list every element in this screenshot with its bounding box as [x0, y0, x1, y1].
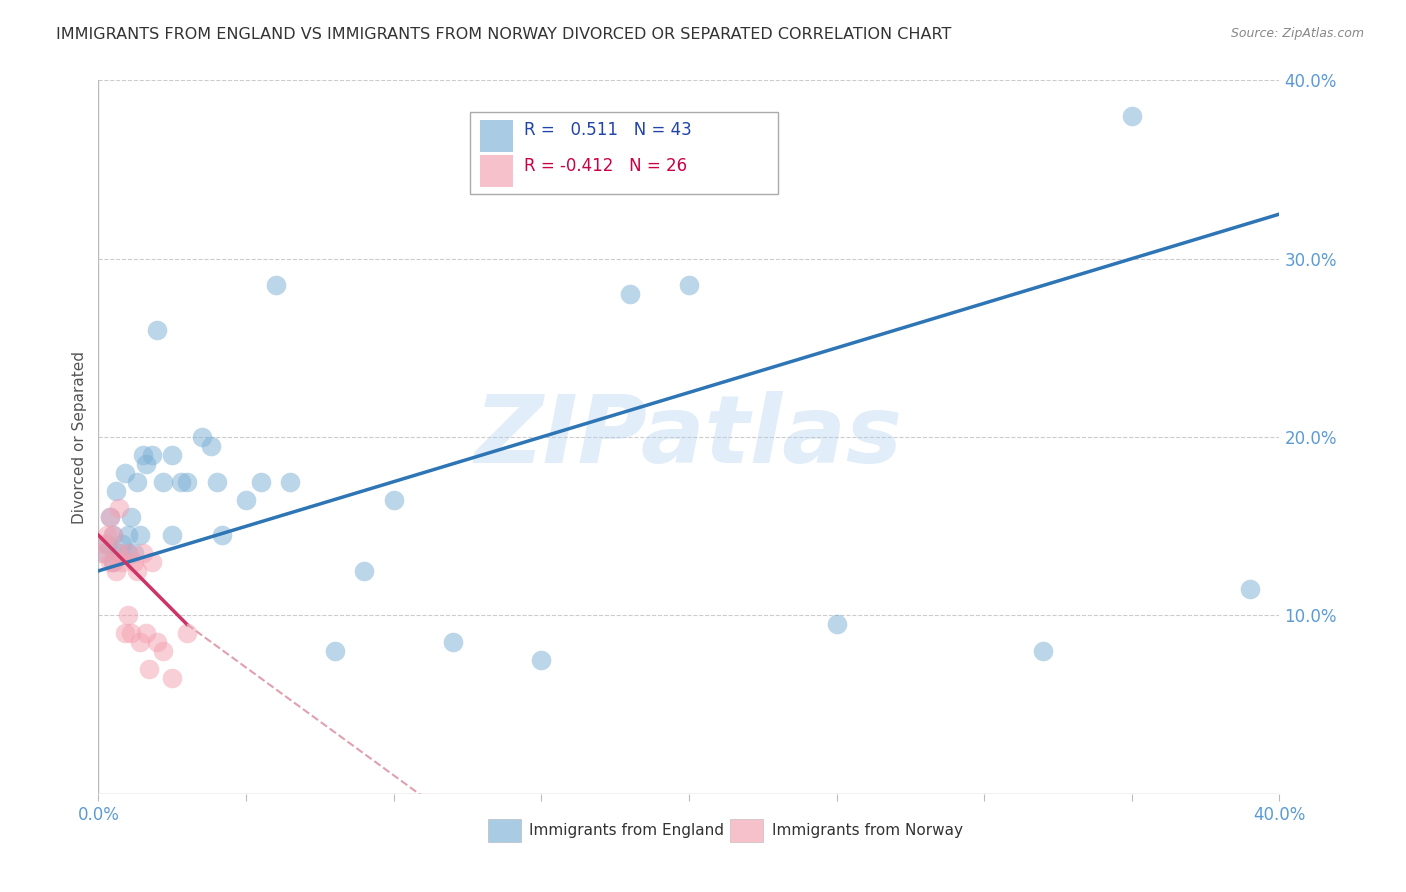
FancyBboxPatch shape: [471, 112, 778, 194]
Point: [211, 528, 233, 542]
Point: [98, 510, 121, 524]
Y-axis label: Divorced or Separated: Divorced or Separated: [72, 351, 87, 524]
Point: [117, 608, 139, 623]
Text: R = -0.412   N = 26: R = -0.412 N = 26: [523, 157, 686, 175]
Point: [108, 546, 131, 560]
Point: [128, 528, 150, 542]
Point: [114, 626, 136, 640]
Point: [103, 555, 125, 569]
Point: [122, 546, 145, 560]
Point: [98, 555, 121, 569]
Point: [200, 439, 222, 453]
Point: [441, 635, 464, 649]
Point: [141, 448, 163, 462]
Point: [176, 475, 198, 489]
Point: [125, 475, 148, 489]
Point: [132, 448, 155, 462]
Point: [132, 546, 155, 560]
Point: [250, 475, 273, 489]
Point: [191, 430, 214, 444]
Point: [138, 662, 160, 676]
Point: [117, 546, 139, 560]
Point: [1032, 644, 1054, 658]
Point: [530, 653, 553, 667]
Bar: [479, 120, 513, 152]
Point: [162, 528, 183, 542]
Point: [111, 537, 134, 551]
Point: [108, 546, 131, 560]
Point: [117, 528, 139, 542]
Text: ZIPatlas: ZIPatlas: [475, 391, 903, 483]
Point: [111, 555, 134, 569]
Point: [135, 457, 157, 471]
Point: [382, 492, 405, 507]
Text: Immigrants from Norway: Immigrants from Norway: [772, 823, 963, 838]
Point: [264, 278, 287, 293]
Point: [90, 546, 112, 560]
Text: R =   0.511   N = 43: R = 0.511 N = 43: [523, 121, 692, 139]
Point: [105, 564, 128, 578]
Point: [125, 564, 148, 578]
Point: [235, 492, 257, 507]
Bar: [479, 155, 513, 187]
Point: [280, 475, 302, 489]
Point: [114, 466, 136, 480]
Point: [103, 528, 125, 542]
Point: [105, 483, 128, 498]
Point: [146, 635, 169, 649]
Point: [205, 475, 228, 489]
Point: [170, 475, 193, 489]
Point: [825, 617, 848, 632]
Point: [120, 510, 142, 524]
Point: [152, 644, 174, 658]
Point: [96, 528, 118, 542]
Point: [96, 537, 118, 551]
Point: [162, 448, 183, 462]
Point: [1239, 582, 1261, 596]
Point: [93, 537, 115, 551]
Point: [103, 555, 125, 569]
Bar: [488, 819, 522, 842]
Point: [122, 555, 145, 569]
Point: [323, 644, 346, 658]
Text: Source: ZipAtlas.com: Source: ZipAtlas.com: [1230, 27, 1364, 40]
Point: [678, 278, 700, 293]
Point: [176, 626, 198, 640]
Point: [353, 564, 375, 578]
Point: [98, 510, 121, 524]
Point: [152, 475, 174, 489]
Point: [117, 546, 139, 560]
Point: [141, 555, 163, 569]
Point: [93, 546, 115, 560]
Text: Immigrants from England: Immigrants from England: [530, 823, 724, 838]
Point: [162, 671, 183, 685]
Point: [120, 626, 142, 640]
Point: [128, 635, 150, 649]
Bar: [730, 819, 763, 842]
Text: IMMIGRANTS FROM ENGLAND VS IMMIGRANTS FROM NORWAY DIVORCED OR SEPARATED CORRELAT: IMMIGRANTS FROM ENGLAND VS IMMIGRANTS FR…: [56, 27, 952, 42]
Point: [1121, 109, 1143, 123]
Point: [135, 626, 157, 640]
Point: [108, 501, 131, 516]
Point: [146, 323, 169, 337]
Point: [619, 287, 641, 301]
Point: [103, 528, 125, 542]
